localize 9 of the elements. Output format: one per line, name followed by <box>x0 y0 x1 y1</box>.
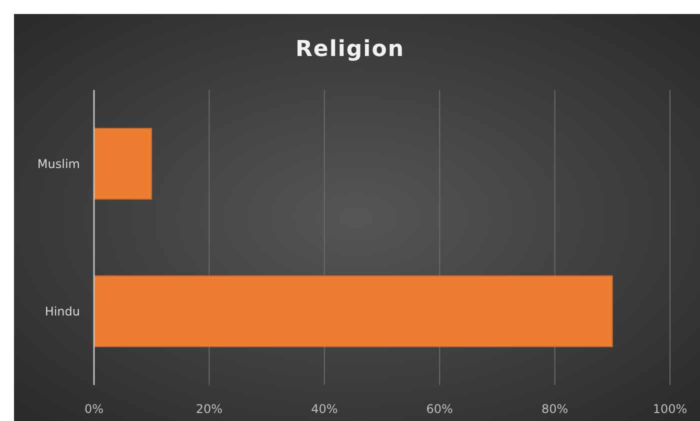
x-tick-label: 100% <box>652 402 688 416</box>
y-tick-label: Hindu <box>44 304 80 318</box>
chart-title: Religion <box>295 37 405 62</box>
x-tick-label: 80% <box>541 402 568 416</box>
x-tick-label: 60% <box>426 402 453 416</box>
y-tick-label: Muslim <box>37 156 80 171</box>
x-tick-label: 40% <box>311 402 338 416</box>
x-tick-label: 20% <box>196 402 223 416</box>
x-tick-label: 0% <box>84 402 104 416</box>
